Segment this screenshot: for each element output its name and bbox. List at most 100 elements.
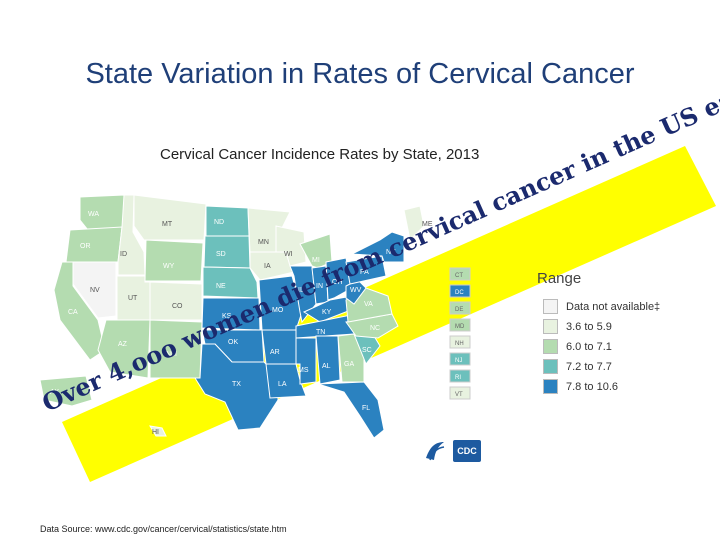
state-label-hi: HI bbox=[152, 429, 159, 436]
state-label-ak: AK bbox=[50, 389, 60, 396]
state-label-sd: SD bbox=[216, 251, 226, 258]
state-or[interactable] bbox=[65, 226, 123, 263]
state-label-wa: WA bbox=[88, 211, 99, 218]
legend-swatch bbox=[543, 379, 558, 394]
data-source-prefix: Data Source: bbox=[40, 524, 96, 534]
state-al[interactable] bbox=[315, 335, 341, 385]
state-ny[interactable] bbox=[350, 231, 405, 263]
state-ak[interactable] bbox=[39, 375, 93, 407]
legend: Range Data not available‡ 3.6 to 5.9 6.0 t… bbox=[537, 270, 687, 397]
state-nd[interactable] bbox=[205, 205, 250, 237]
state-box-ri[interactable] bbox=[449, 369, 471, 383]
state-label-ne: NE bbox=[216, 283, 226, 290]
state-label-in: IN bbox=[316, 283, 323, 290]
state-label-ok: OK bbox=[228, 339, 238, 346]
state-box-de[interactable] bbox=[449, 301, 471, 315]
state-label-nv: NV bbox=[90, 287, 100, 294]
state-box-dc[interactable] bbox=[449, 284, 471, 298]
state-box-nh[interactable] bbox=[449, 335, 471, 349]
state-box-label-md: MD bbox=[455, 324, 465, 330]
state-label-ks: KS bbox=[222, 313, 232, 320]
state-label-nc: NC bbox=[370, 325, 380, 332]
state-label-me: ME bbox=[422, 221, 433, 228]
state-box-nj[interactable] bbox=[449, 352, 471, 366]
state-box-label-dc: DC bbox=[455, 290, 464, 296]
legend-title: Range bbox=[537, 270, 582, 287]
legend-item: 7.8 to 10.6 bbox=[537, 377, 687, 396]
state-fl[interactable] bbox=[317, 381, 385, 439]
state-label-tn: TN bbox=[316, 329, 325, 336]
state-ar[interactable] bbox=[261, 329, 297, 365]
state-label-mi: MI bbox=[312, 257, 320, 264]
cdc-logo: CDC bbox=[453, 440, 481, 462]
state-label-ny: NY bbox=[386, 249, 396, 256]
state-co[interactable] bbox=[149, 281, 203, 321]
state-label-ca: CA bbox=[68, 309, 78, 316]
state-mt[interactable] bbox=[133, 194, 207, 241]
states-layer bbox=[39, 194, 425, 439]
state-label-pa: PA bbox=[360, 269, 369, 276]
legend-item: 7.2 to 7.7 bbox=[537, 357, 687, 376]
state-label-ms: MS bbox=[298, 367, 309, 374]
state-label-ia: IA bbox=[264, 263, 271, 270]
legend-swatch bbox=[543, 339, 558, 354]
legend-label: Data not available‡ bbox=[566, 300, 661, 313]
state-box-label-de: DE bbox=[455, 307, 463, 313]
state-ga[interactable] bbox=[337, 333, 365, 383]
state-ne[interactable] bbox=[202, 266, 259, 299]
state-box-label-ct: CT bbox=[455, 273, 463, 279]
state-la[interactable] bbox=[265, 363, 307, 399]
legend-label: 3.6 to 5.9 bbox=[566, 320, 612, 333]
state-tx[interactable] bbox=[194, 343, 279, 431]
legend-item: 6.0 to 7.1 bbox=[537, 337, 687, 356]
state-box-label-nh: NH bbox=[455, 341, 464, 347]
legend-swatch bbox=[543, 359, 558, 374]
state-box-label-nj: NJ bbox=[455, 358, 462, 364]
state-label-nm: NM bbox=[166, 351, 177, 358]
state-box-label-vt: VT bbox=[455, 392, 463, 398]
state-az[interactable] bbox=[97, 319, 151, 379]
map-title: Cervical Cancer Incidence Rates by State… bbox=[160, 146, 480, 163]
legend-label: 7.8 to 10.6 bbox=[566, 380, 618, 393]
state-wy[interactable] bbox=[144, 239, 204, 282]
state-label-ut: UT bbox=[128, 295, 138, 302]
data-source-link[interactable]: www.cdc.gov/cancer/cervical/statistics/s… bbox=[95, 524, 287, 534]
state-label-ga: GA bbox=[344, 361, 354, 368]
hhs-eagle-logo-icon bbox=[426, 442, 445, 461]
state-sd[interactable] bbox=[203, 235, 251, 269]
state-mi[interactable] bbox=[299, 233, 333, 269]
state-labels-layer: WA OR ID MT WY NV UT CO CA AZ NM ND SD NE KS OK TX MN IA MO… bbox=[50, 211, 433, 436]
state-label-il: IL bbox=[298, 287, 304, 294]
state-box-ct[interactable] bbox=[449, 267, 471, 281]
state-label-wi: WI bbox=[284, 251, 293, 258]
legend-label: 7.2 to 7.7 bbox=[566, 360, 612, 373]
legend-swatch bbox=[543, 319, 558, 334]
state-label-wv: WV bbox=[350, 287, 362, 294]
state-label-mt: MT bbox=[162, 221, 173, 228]
state-label-ky: KY bbox=[322, 309, 332, 316]
legend-swatch bbox=[543, 299, 558, 314]
legend-label: 6.0 to 7.1 bbox=[566, 340, 612, 353]
state-label-al: AL bbox=[322, 363, 331, 370]
state-box-vt[interactable] bbox=[449, 386, 471, 400]
state-label-mo: MO bbox=[272, 307, 284, 314]
state-box-label-ri: RI bbox=[455, 375, 461, 381]
state-label-tx: TX bbox=[232, 381, 241, 388]
state-me[interactable] bbox=[403, 205, 425, 242]
state-box-md[interactable] bbox=[449, 318, 471, 332]
state-wa[interactable] bbox=[79, 194, 127, 231]
data-source: Data Source: www.cdc.gov/cancer/cervical… bbox=[40, 524, 287, 534]
state-label-fl: FL bbox=[362, 405, 370, 412]
state-label-ar: AR bbox=[270, 349, 280, 356]
state-pa[interactable] bbox=[345, 255, 387, 285]
state-mo[interactable] bbox=[258, 275, 303, 331]
legend-item: Data not available‡ bbox=[537, 297, 687, 316]
state-label-sc: SC bbox=[362, 347, 372, 354]
state-label-co: CO bbox=[172, 303, 183, 310]
state-hi[interactable] bbox=[149, 425, 167, 437]
state-label-nd: ND bbox=[214, 219, 224, 226]
state-label-or: OR bbox=[80, 243, 91, 250]
legend-item: 3.6 to 5.9 bbox=[537, 317, 687, 336]
state-label-va: VA bbox=[364, 301, 373, 308]
